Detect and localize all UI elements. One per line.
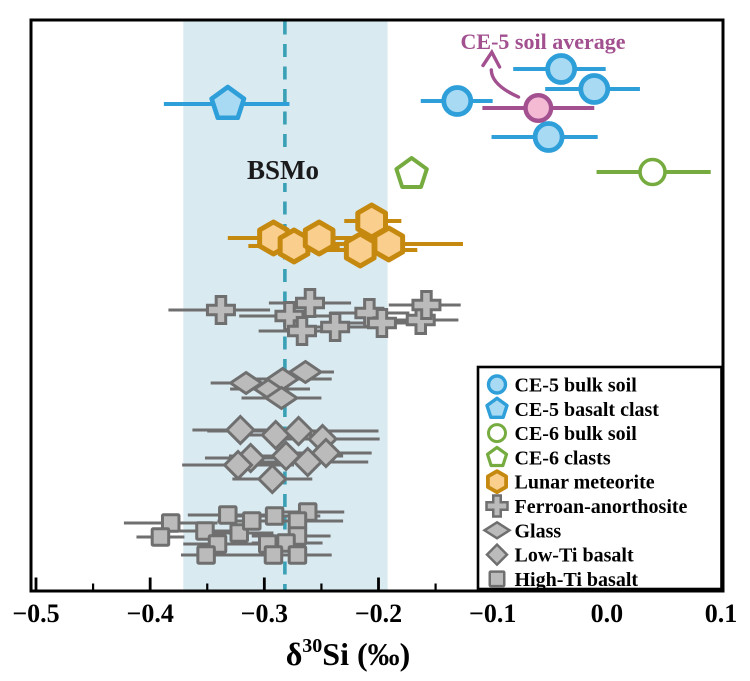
legend-item-glass: Glass xyxy=(482,520,562,542)
data-marker xyxy=(310,437,342,469)
x-tick-label: −0.5 xyxy=(12,599,59,628)
series-ce-5-basalt-clast xyxy=(163,84,290,121)
series-glass xyxy=(210,359,334,411)
data-marker xyxy=(263,385,300,411)
legend-box xyxy=(476,365,723,591)
pentagon-icon xyxy=(485,396,509,419)
legend-item-ce-5-basalt-clast: CE-5 basalt clast xyxy=(485,396,660,421)
legend-item-ce-5-bulk-soil: CE-5 bulk soil xyxy=(486,374,638,397)
data-marker xyxy=(355,202,389,240)
data-marker xyxy=(256,463,288,495)
legend-item-label: Ferroan-anorthosite xyxy=(515,496,688,518)
data-marker xyxy=(287,316,318,346)
legend-item-label: Low-Ti basalt xyxy=(515,545,634,567)
data-marker xyxy=(545,53,578,85)
data-marker xyxy=(372,225,406,263)
data-marker xyxy=(263,545,284,565)
diamond-icon xyxy=(485,542,509,567)
data-marker xyxy=(150,527,171,547)
data-marker xyxy=(532,121,565,153)
data-marker xyxy=(209,84,247,121)
data-marker xyxy=(242,511,262,531)
x-tick-label: −0.1 xyxy=(469,599,516,628)
x-axis-title: δ30Si (‰) xyxy=(286,635,411,672)
annotation-group: CE-5 soil average xyxy=(461,29,626,99)
data-marker xyxy=(366,308,397,338)
data-marker xyxy=(411,290,442,320)
data-marker xyxy=(343,231,377,269)
data-series-layer xyxy=(123,53,711,565)
x-tick-label: −0.3 xyxy=(241,599,288,628)
data-marker xyxy=(287,545,308,565)
pentagon-open-icon xyxy=(485,445,509,468)
x-tick-label: −0.2 xyxy=(355,599,402,628)
series-ce-6-bulk-soil xyxy=(596,157,711,187)
series-lunar-meteorite xyxy=(227,202,463,269)
data-marker xyxy=(264,506,285,526)
legend-item-label: CE-6 bulk soil xyxy=(515,423,638,445)
axis-tick-labels-layer: −0.5 −0.4 −0.3 −0.2 −0.1 0.0 0.1 xyxy=(12,599,737,628)
data-marker xyxy=(196,545,216,565)
legend-item-ferroan-anorthosite: Ferroan-anorthosite xyxy=(485,494,688,518)
series-ce-5-soil-average xyxy=(482,92,595,123)
data-marker xyxy=(441,85,474,117)
series-ce-5-bulk-soil xyxy=(420,53,640,153)
circle-open-icon xyxy=(487,423,507,444)
square-icon xyxy=(488,570,506,588)
legend-item-label: Glass xyxy=(515,520,562,542)
legend-item-low-ti-basalt: Low-Ti basalt xyxy=(485,542,634,567)
x-axis-title-delta: δ xyxy=(286,636,303,672)
series-ferroan-anorthosite xyxy=(168,288,461,346)
legend-item-label: High-Ti basalt xyxy=(515,569,639,591)
data-marker xyxy=(638,157,667,187)
series-low-ti-basalt xyxy=(182,414,380,495)
data-marker xyxy=(222,449,254,481)
series-high-ti-basalt xyxy=(123,502,345,565)
hexagon-icon xyxy=(486,469,508,495)
data-marker xyxy=(302,219,336,257)
legend-item-label: CE-5 basalt clast xyxy=(515,399,660,421)
x-axis-title-rest: Si (‰) xyxy=(322,636,410,672)
data-marker xyxy=(295,288,325,318)
reference-line-layer xyxy=(249,21,317,590)
legend-item-ce-6-bulk-soil: CE-6 bulk soil xyxy=(487,423,638,445)
data-marker xyxy=(320,312,351,342)
data-marker xyxy=(270,440,302,472)
plus-icon xyxy=(485,494,509,518)
thin-diamond-icon xyxy=(482,520,512,540)
data-marker xyxy=(287,359,324,385)
legend-item-high-ti-basalt: High-Ti basalt xyxy=(488,569,639,591)
series-ce-6-clasts xyxy=(394,156,429,189)
annotation-label: CE-5 soil average xyxy=(461,29,626,54)
data-marker xyxy=(205,295,236,325)
circle-icon xyxy=(486,374,508,395)
data-marker xyxy=(578,73,611,105)
x-axis-title-superscript: 30 xyxy=(302,635,322,657)
plot-border xyxy=(29,18,725,593)
annotation-arrow-icon xyxy=(481,48,521,99)
legend-item-label: CE-6 clasts xyxy=(515,447,611,469)
data-marker xyxy=(523,92,554,123)
bsmo-label-mask xyxy=(249,152,317,183)
legend-item-ce-6-clasts: CE-6 clasts xyxy=(485,445,611,469)
data-marker xyxy=(218,505,238,525)
bsmo-label: BSMo xyxy=(247,155,319,185)
data-marker xyxy=(160,513,181,533)
x-tick-label: 0.1 xyxy=(705,599,738,628)
data-marker xyxy=(224,414,256,446)
data-marker xyxy=(394,156,429,189)
x-tick-label: 0.0 xyxy=(591,599,624,628)
legend-item-lunar-meteorite: Lunar meteorite xyxy=(486,469,655,495)
legend-item-label: CE-5 bulk soil xyxy=(515,375,638,397)
legend-item-label: Lunar meteorite xyxy=(515,472,655,494)
data-marker xyxy=(282,415,315,447)
x-tick-label: −0.4 xyxy=(127,599,174,628)
